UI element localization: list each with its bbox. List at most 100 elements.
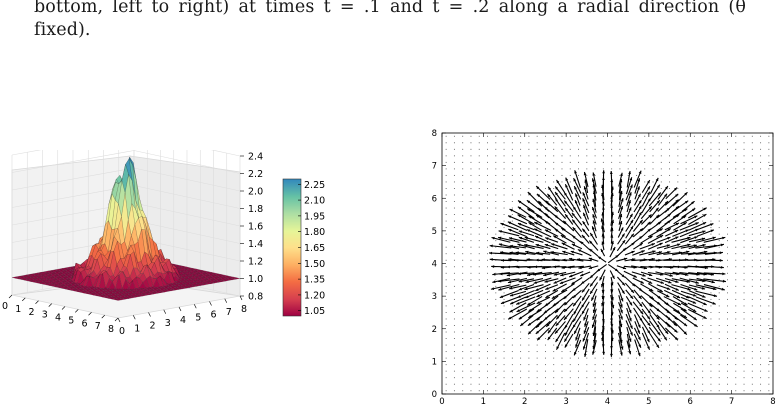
quiver-arrowhead — [620, 346, 624, 350]
quiver-dot — [478, 155, 480, 157]
quiver-dot — [445, 253, 447, 255]
quiver-dot — [718, 318, 720, 320]
quiver-arrowhead — [686, 280, 690, 283]
quiver-arrowhead — [591, 324, 595, 328]
quiver-dot — [503, 331, 505, 333]
quiver-dot — [636, 168, 637, 170]
quiver-dot — [528, 135, 530, 137]
quiver-arrow — [688, 221, 707, 231]
quiver-dot — [710, 370, 712, 372]
quiver-dot — [735, 142, 737, 144]
quiver-dot — [487, 188, 488, 189]
quiver-arrowhead — [561, 289, 565, 292]
quiver-arrow — [498, 230, 520, 237]
quiver-dot — [751, 168, 753, 170]
quiver-arrowhead — [561, 227, 565, 231]
quiver-dot — [503, 201, 505, 202]
quiver-dot — [702, 174, 704, 176]
quiver-dot — [544, 174, 546, 176]
quiver-arrowhead — [647, 186, 650, 190]
quiver-dot — [644, 364, 646, 366]
z-tick-label: 2.0 — [248, 187, 263, 198]
quiver-dot — [462, 188, 464, 189]
quiver-arrow — [498, 278, 520, 283]
quiver-dot — [760, 305, 762, 307]
quiver-arrowhead — [675, 222, 679, 226]
quiver-arrowhead — [537, 337, 541, 341]
quiver-dot — [677, 161, 679, 163]
quiver-arrowhead — [628, 338, 632, 342]
quiver-dot — [544, 338, 546, 339]
quiver-dot — [760, 188, 762, 189]
quiver-dot — [528, 331, 530, 333]
quiver-dot — [760, 318, 762, 320]
quiver-dot — [503, 188, 505, 189]
quiver-dot — [768, 214, 770, 216]
quiver-arrowhead — [600, 248, 604, 253]
y-tick-label: 1 — [134, 323, 140, 334]
quiver-arrowhead — [544, 303, 549, 307]
quiver-dot — [536, 364, 538, 366]
quiver-dot — [743, 201, 745, 202]
quiver-arrowhead — [675, 287, 679, 291]
quiver-arrowhead — [583, 317, 587, 321]
quiver-dot — [470, 351, 472, 353]
quiver-dot — [445, 194, 447, 196]
quiver-arrow — [509, 302, 527, 313]
quiver-dot — [619, 174, 621, 176]
quiver-dot — [553, 188, 555, 189]
quiver-dot — [528, 174, 530, 176]
quiver-dot — [702, 161, 704, 163]
quiver-dot — [462, 246, 464, 248]
quiver-dot — [644, 377, 646, 379]
quiver-arrowhead — [591, 226, 595, 230]
quiver-arrowhead — [638, 205, 642, 209]
quiver-arrow — [672, 320, 688, 335]
quiver-dot — [718, 233, 720, 235]
quiver-dot — [462, 240, 464, 242]
quiver-arrowhead — [536, 317, 540, 321]
quiver-x-tick-label: 4 — [605, 397, 610, 406]
quiver-arrowhead — [546, 323, 550, 327]
quiver-dot — [462, 325, 464, 326]
quiver-dot — [751, 194, 753, 196]
quiver-dot — [727, 272, 728, 274]
quiver-dot — [768, 220, 770, 222]
x-tick-mark — [35, 300, 39, 304]
quiver-arrowhead — [669, 274, 673, 277]
quiver-dot — [478, 311, 480, 313]
quiver-dot — [445, 272, 447, 274]
quiver-dot — [445, 148, 447, 150]
quiver-dot — [702, 207, 704, 209]
quiver-dot — [544, 357, 546, 359]
quiver-dot — [768, 266, 770, 268]
quiver-dot — [478, 253, 480, 255]
quiver-arrowhead — [565, 207, 569, 211]
quiver-dot — [702, 325, 704, 326]
quiver-dot — [735, 253, 737, 255]
quiver-dot — [751, 370, 753, 372]
quiver-dot — [743, 259, 745, 261]
x-tick-mark — [88, 312, 92, 316]
quiver-arrowhead — [614, 268, 619, 272]
quiver-arrowhead — [538, 201, 542, 205]
quiver-arrow — [515, 251, 536, 255]
quiver-dot — [553, 370, 555, 372]
quiver-dot — [760, 298, 762, 300]
quiver-dot — [520, 168, 522, 170]
quiver-dot — [768, 259, 770, 261]
quiver-dot — [453, 161, 455, 163]
quiver-arrowhead — [597, 256, 602, 260]
quiver-arrow — [703, 284, 725, 291]
quiver-dot — [495, 338, 497, 339]
quiver-dot — [536, 370, 538, 372]
quiver-dot — [503, 292, 505, 294]
quiver-dot — [453, 227, 455, 229]
quiver-dot — [751, 207, 753, 209]
quiver-arrowhead — [547, 336, 551, 341]
quiver-arrowhead — [687, 287, 691, 291]
quiver-dot — [727, 305, 728, 307]
quiver-dot — [561, 351, 563, 353]
quiver-arrowhead — [666, 244, 670, 248]
quiver-dot — [495, 344, 497, 346]
